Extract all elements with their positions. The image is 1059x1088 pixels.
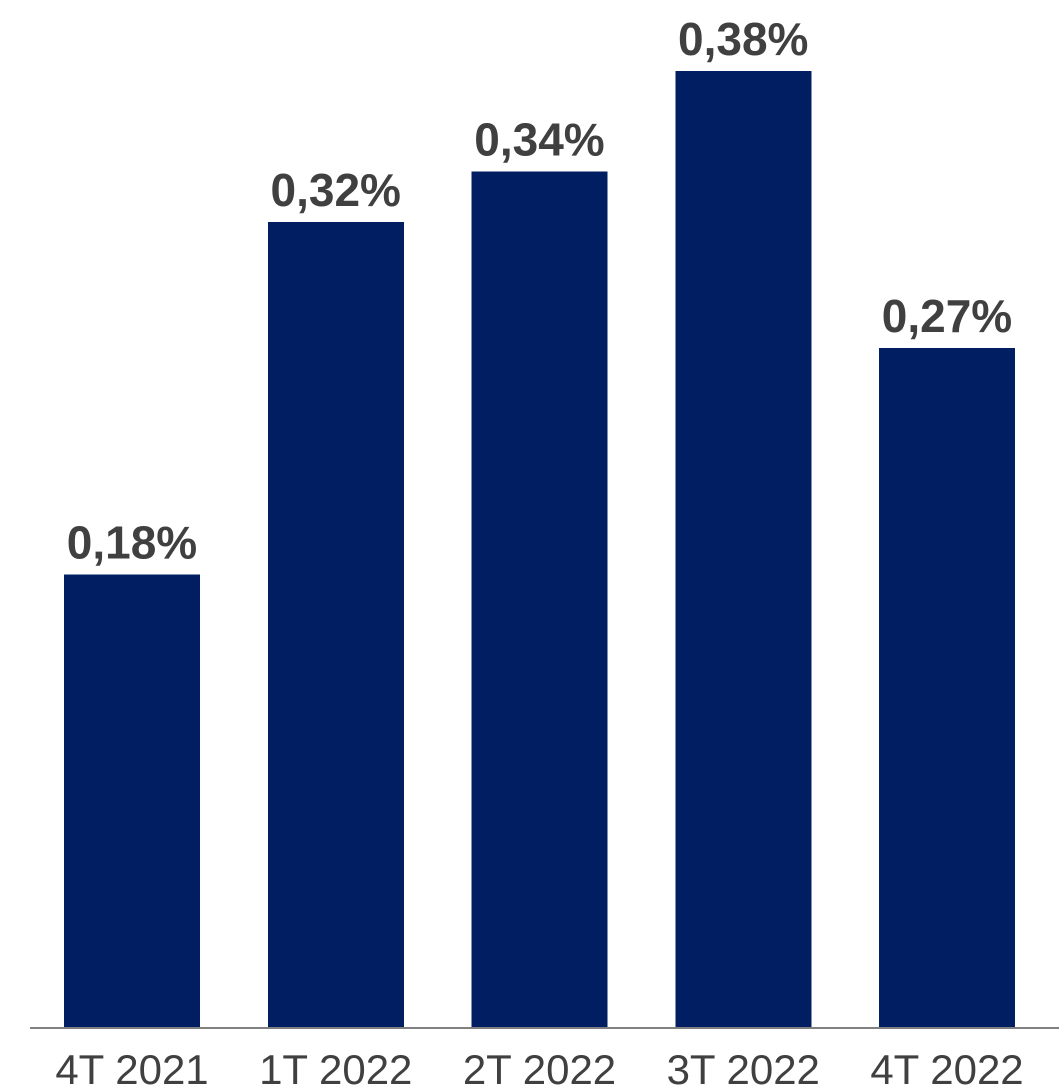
x-tick-label-4: 3T 2022 xyxy=(667,1046,820,1088)
data-label-4: 0,38% xyxy=(678,13,808,65)
data-label-5: 0,27% xyxy=(882,290,1012,342)
data-label-1: 0,18% xyxy=(67,517,197,569)
bar-5 xyxy=(879,348,1015,1028)
data-labels-group: 0,18% 0,32% 0,34% 0,38% 0,27% xyxy=(67,13,1012,569)
x-tick-label-5: 4T 2022 xyxy=(870,1046,1023,1088)
bars-group xyxy=(64,71,1015,1029)
data-label-2: 0,32% xyxy=(271,164,401,216)
x-tick-labels-group: 4T 2021 1T 2022 2T 2022 3T 2022 4T 2022 xyxy=(55,1046,1023,1088)
data-label-3: 0,34% xyxy=(474,114,604,166)
bar-1 xyxy=(64,574,200,1028)
bar-2 xyxy=(267,222,404,1028)
bar-3 xyxy=(471,171,608,1029)
x-tick-label-1: 4T 2021 xyxy=(55,1046,208,1088)
x-tick-label-2: 1T 2022 xyxy=(259,1046,412,1088)
bar-4 xyxy=(675,71,812,1028)
x-tick-label-3: 2T 2022 xyxy=(463,1046,616,1088)
